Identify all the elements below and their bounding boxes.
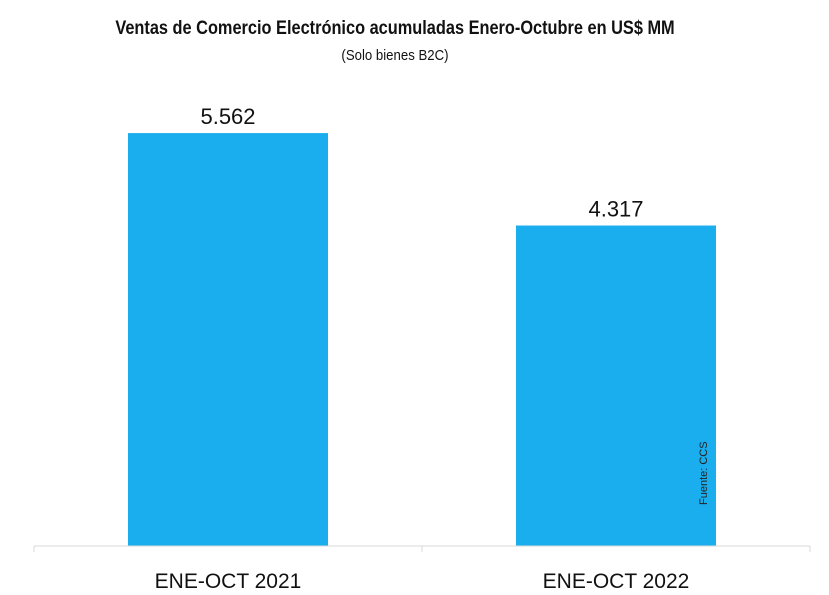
category-label-1: ENE-OCT 2021: [155, 570, 302, 593]
data-label-1: 5.562: [200, 104, 255, 129]
chart-subtitle: (Solo bienes B2C): [341, 47, 449, 64]
chart-title: Ventas de Comercio Electrónico acumulada…: [115, 18, 675, 39]
category-label-2: ENE-OCT 2022: [543, 570, 690, 593]
bar-2: [516, 225, 716, 546]
data-label-2: 4.317: [588, 197, 643, 222]
bar-1: [128, 133, 328, 546]
source-note: Fuente: CCS: [698, 441, 710, 505]
